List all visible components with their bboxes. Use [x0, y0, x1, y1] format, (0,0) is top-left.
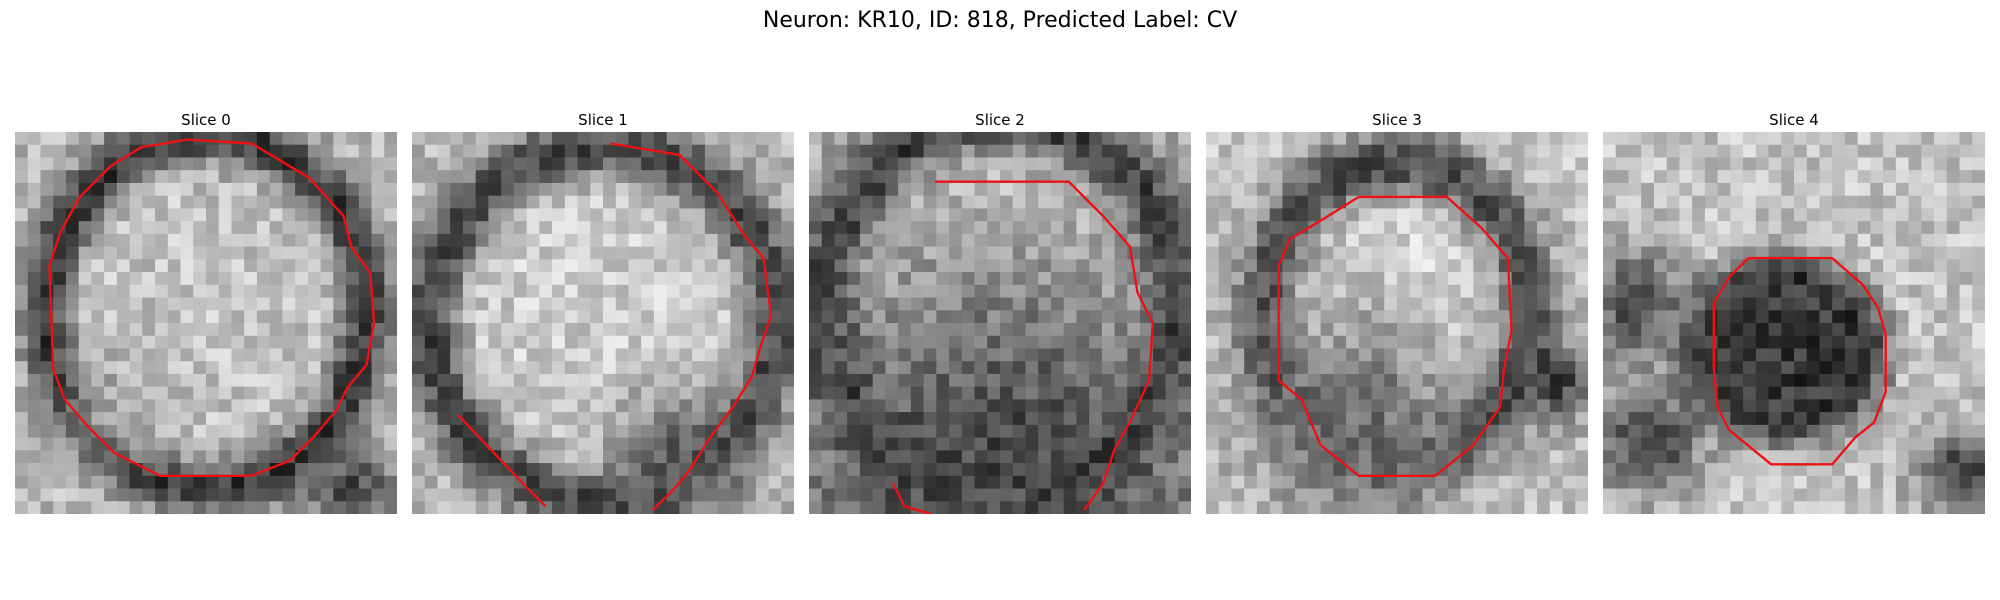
slice-image-4	[1603, 132, 1985, 514]
segmentation-contour	[610, 142, 773, 512]
slice-panel-1: Slice 1	[412, 108, 794, 514]
slice-panel-4: Slice 4	[1603, 108, 1985, 514]
slice-image-2	[809, 132, 1191, 514]
segmentation-contour-segment	[456, 413, 547, 508]
slice-title-3: Slice 3	[1372, 111, 1422, 129]
segmentation-contour	[48, 138, 376, 477]
slice-title-4: Slice 4	[1769, 111, 1819, 129]
slice-title-1: Slice 1	[578, 111, 628, 129]
slice-image-0	[15, 132, 397, 514]
slice-title-2: Slice 2	[975, 111, 1025, 129]
segmentation-contour	[935, 180, 1154, 511]
slice-title-0: Slice 0	[181, 111, 231, 129]
segmentation-contour	[1277, 195, 1513, 477]
slice-panel-3: Slice 3	[1206, 108, 1588, 514]
slice-panel-0: Slice 0	[15, 108, 397, 514]
slice-image-1	[412, 132, 794, 514]
slice-image-3	[1206, 132, 1588, 514]
slice-panel-2: Slice 2	[809, 108, 1191, 514]
segmentation-contour	[1712, 256, 1887, 466]
segmentation-contour-segment	[891, 482, 932, 514]
figure-title: Neuron: KR10, ID: 818, Predicted Label: …	[762, 8, 1238, 33]
